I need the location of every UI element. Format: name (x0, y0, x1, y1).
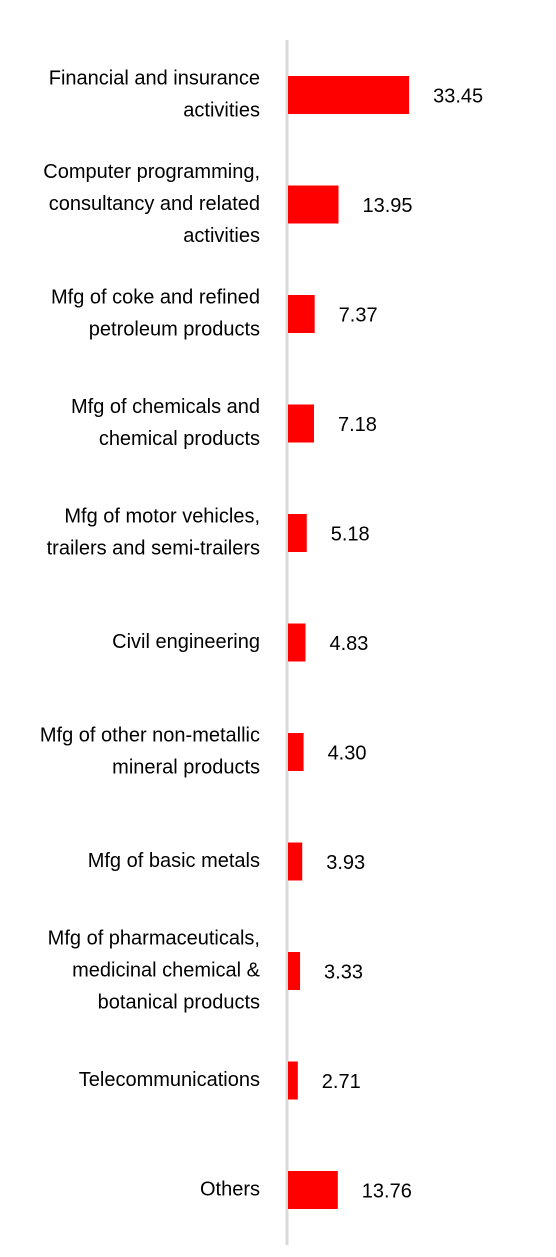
value-label: 2.71 (322, 1071, 361, 1093)
category-label: Others (200, 1178, 260, 1200)
category-label: Mfg of basic metals (88, 850, 260, 872)
value-label: 33.45 (433, 85, 483, 107)
category-label: chemical products (99, 428, 260, 450)
value-label: 4.83 (329, 633, 368, 655)
category-label: Mfg of chemicals and (71, 396, 260, 418)
bar (288, 404, 314, 443)
value-label: 13.76 (362, 1180, 412, 1202)
category-label: Computer programming, (43, 161, 260, 183)
category-label: Mfg of coke and refined (51, 286, 260, 308)
bar (288, 1061, 298, 1100)
category-label: Mfg of pharmaceuticals, (48, 927, 260, 949)
category-label: trailers and semi-trailers (47, 537, 260, 559)
bar (288, 1171, 338, 1209)
bar (288, 185, 339, 224)
category-label: petroleum products (89, 318, 260, 340)
category-label: Mfg of other non-metallic (40, 724, 260, 746)
value-label: 4.30 (328, 742, 367, 764)
value-label: 3.93 (326, 852, 365, 874)
category-label: activities (183, 225, 260, 247)
bar (288, 295, 315, 333)
value-label: 7.18 (338, 414, 377, 436)
bar (288, 733, 304, 771)
category-label: medicinal chemical & (72, 959, 261, 981)
value-label: 5.18 (331, 523, 370, 545)
bar (288, 623, 306, 662)
value-label: 13.95 (362, 195, 412, 217)
value-label: 3.33 (324, 961, 363, 983)
bar (288, 952, 301, 990)
category-label: Telecommunications (79, 1069, 260, 1091)
bar (288, 842, 303, 881)
category-label: Mfg of motor vehicles, (64, 505, 260, 527)
category-label: mineral products (112, 756, 260, 778)
category-label: activities (183, 99, 260, 121)
category-label: Financial and insurance (49, 67, 260, 89)
category-label: botanical products (98, 991, 260, 1013)
bar (288, 76, 410, 114)
category-label: consultancy and related (49, 193, 260, 215)
category-label: Civil engineering (112, 631, 260, 653)
bar (288, 514, 307, 552)
value-label: 7.37 (339, 304, 378, 326)
